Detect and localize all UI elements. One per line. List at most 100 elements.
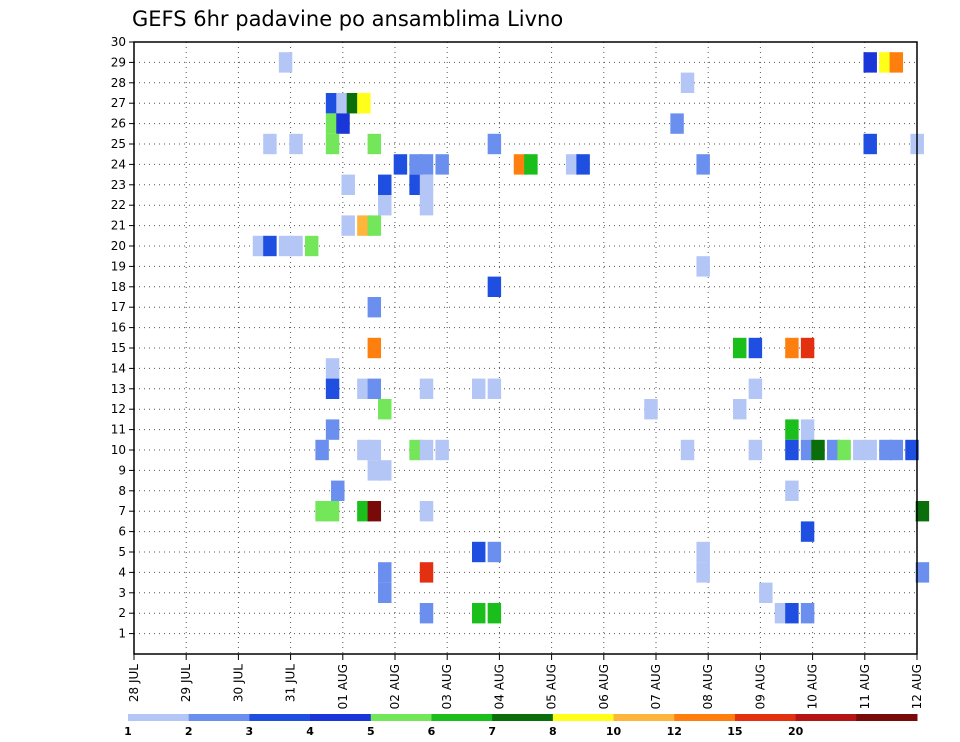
x-tick-label: 12 AUG: [910, 664, 924, 709]
y-tick-label: 7: [118, 504, 126, 518]
legend-color-swatch: [552, 714, 615, 721]
precip-cell: [331, 480, 345, 501]
precip-cell: [748, 337, 763, 359]
y-tick-label: 16: [111, 321, 126, 335]
x-tick-label: 28 JUL: [127, 664, 141, 702]
precip-cell: [800, 439, 815, 461]
color-legend: 1 2 3 4 5 6 7 8 10 12 15 20: [124, 714, 918, 738]
x-tick-label: 05 AUG: [545, 664, 559, 709]
precip-cell: [367, 460, 382, 481]
precip-cell: [367, 501, 382, 522]
precip-cell: [889, 52, 904, 73]
legend-color-swatch: [370, 714, 432, 721]
x-tick-label: 02 AUG: [388, 664, 402, 709]
precip-cell: [357, 378, 371, 399]
precip-cell: [419, 154, 434, 175]
precip-cell: [759, 582, 773, 603]
precip-cell: [367, 215, 382, 236]
precip-cell: [837, 439, 851, 461]
legend-label: 6: [428, 725, 436, 738]
legend-label: 8: [549, 725, 557, 738]
legend-label: 5: [367, 725, 375, 738]
legend-label: 12: [667, 725, 682, 738]
y-tick-label: 23: [111, 178, 126, 192]
precip-cell: [419, 562, 434, 583]
y-tick-label: 1: [118, 627, 126, 641]
precip-cell: [680, 72, 695, 93]
precip-cell: [304, 235, 319, 257]
y-tick-label: 5: [118, 545, 126, 559]
legend-label: 4: [306, 725, 314, 738]
legend-color-swatch: [795, 714, 857, 721]
precip-cell: [487, 133, 502, 155]
precip-cell: [785, 419, 799, 440]
precip-cell: [315, 439, 329, 461]
precip-cell: [800, 419, 815, 440]
precip-cell: [325, 419, 340, 440]
precip-cell: [409, 439, 423, 461]
x-tick-label: 01 AUG: [336, 664, 350, 709]
precip-cell: [289, 133, 303, 155]
legend-color-swatch: [188, 714, 250, 721]
precip-cell: [409, 174, 423, 195]
x-tick-label: 07 AUG: [649, 664, 663, 709]
y-tick-label: 11: [111, 423, 126, 437]
precip-cell: [800, 521, 815, 542]
legend-label: 1: [124, 725, 132, 738]
legend-color-swatch: [674, 714, 736, 721]
precip-cell: [905, 439, 919, 461]
x-tick-label: 09 AUG: [753, 664, 767, 709]
precip-cell: [487, 541, 502, 563]
precip-cell: [419, 603, 434, 624]
legend-label: 10: [606, 725, 622, 738]
x-tick-label: 08 AUG: [701, 664, 715, 709]
precip-cell: [487, 276, 502, 297]
y-tick-label: 13: [111, 382, 126, 396]
precip-cell: [289, 235, 303, 257]
precip-cell: [644, 399, 658, 420]
y-tick-label: 14: [111, 361, 126, 375]
precip-cell: [471, 378, 486, 399]
x-tick-label: 03 AUG: [440, 664, 454, 709]
y-tick-label: 8: [118, 484, 126, 498]
precip-cell: [357, 439, 371, 461]
precip-cell: [325, 113, 340, 134]
y-tick-label: 10: [111, 443, 126, 457]
precip-cell: [278, 235, 293, 257]
precip-cell: [471, 603, 486, 624]
precip-cell: [785, 603, 799, 624]
legend-color-swatch: [734, 714, 797, 721]
precip-cell: [565, 154, 580, 175]
y-tick-label: 9: [118, 463, 126, 477]
y-tick-label: 3: [118, 586, 126, 600]
precip-cell: [336, 113, 350, 134]
y-tick-label: 6: [118, 525, 126, 539]
legend-color-swatch: [613, 714, 675, 721]
x-tick-label: 30 JUL: [231, 664, 245, 702]
precip-cell: [409, 154, 423, 175]
precip-cell: [471, 541, 486, 563]
precip-cell: [785, 480, 799, 501]
legend-color-swatch: [249, 714, 311, 721]
precip-cell: [393, 154, 408, 175]
precip-cell: [325, 501, 340, 522]
precip-cell: [341, 174, 355, 195]
y-tick-label: 22: [111, 198, 126, 212]
precip-cell: [378, 195, 392, 216]
precip-cell: [863, 52, 877, 73]
precip-cell: [732, 337, 747, 359]
precip-cell: [800, 337, 815, 359]
precip-cell: [378, 562, 392, 583]
legend-color-swatch: [856, 714, 918, 721]
x-axis: 28 JUL 29 JUL 30 JUL 31 JUL 01 AUG 02 AUG 03 A…: [127, 654, 924, 709]
precip-cell: [252, 235, 267, 257]
legend-color-swatch: [128, 714, 190, 721]
y-tick-label: 19: [111, 259, 126, 273]
y-tick-label: 28: [111, 76, 126, 90]
chart-title: GEFS 6hr padavine po ansamblima Livno: [132, 7, 563, 31]
x-tick-label: 10 AUG: [806, 664, 820, 709]
precip-cell: [826, 439, 841, 461]
precip-cell: [357, 93, 371, 114]
precip-cell: [357, 215, 371, 236]
y-axis: 1234567891011121314151617181920212223242…: [111, 35, 134, 641]
